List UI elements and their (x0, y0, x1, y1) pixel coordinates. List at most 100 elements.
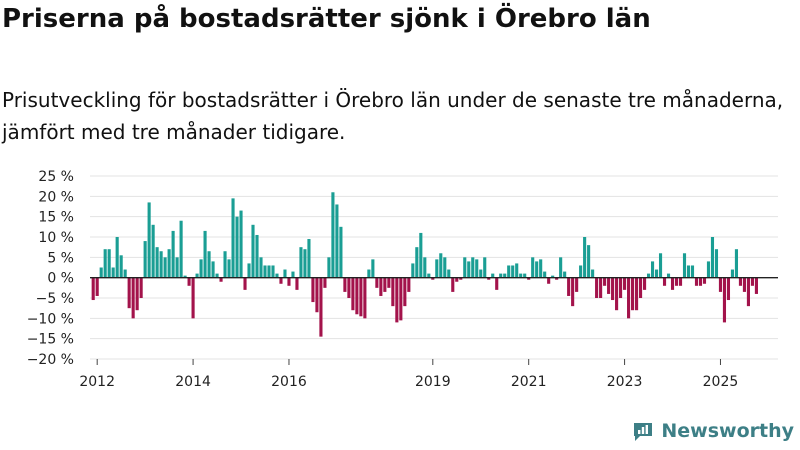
bar (183, 275, 187, 278)
bar (223, 251, 227, 278)
bar (195, 273, 199, 278)
y-tick-label: −15 % (27, 332, 74, 348)
bar (503, 273, 507, 278)
bar (207, 251, 211, 278)
bar (335, 204, 339, 278)
bar (639, 277, 643, 298)
bar (191, 277, 195, 319)
bar (459, 277, 463, 280)
bar (303, 249, 307, 278)
bar (355, 277, 359, 315)
bar (359, 277, 363, 317)
y-tick-label: 15 % (38, 210, 74, 226)
bar (738, 277, 743, 286)
bar (575, 277, 579, 292)
bar (327, 257, 331, 278)
bar (623, 277, 627, 290)
bar (227, 259, 231, 278)
bar (531, 257, 535, 278)
bar (299, 247, 303, 278)
bar (307, 239, 311, 278)
bar (247, 263, 251, 278)
bar (607, 277, 611, 294)
bar (455, 277, 459, 282)
bar (331, 192, 335, 278)
x-tick-label: 2012 (79, 374, 115, 390)
bar (347, 277, 351, 298)
bar (499, 273, 503, 278)
bar (431, 277, 435, 280)
bar (111, 267, 115, 278)
bar (718, 277, 723, 292)
bar (479, 269, 483, 278)
bar (363, 277, 367, 319)
bar (427, 273, 431, 278)
bar (387, 277, 391, 288)
bar (103, 249, 107, 278)
bar (203, 230, 207, 278)
bar (734, 249, 739, 278)
bar (151, 224, 155, 278)
bar (199, 259, 203, 278)
bar (702, 277, 707, 284)
bar (730, 269, 735, 278)
bar (367, 269, 371, 278)
bar (543, 271, 547, 278)
bar (678, 277, 683, 286)
bar (267, 265, 271, 278)
bar (631, 277, 635, 311)
bar (583, 237, 587, 278)
y-tick-label: 5 % (47, 250, 74, 266)
bar (339, 226, 343, 278)
bar (215, 273, 219, 278)
bar (515, 263, 519, 278)
y-tick-label: −10 % (27, 311, 74, 327)
bar (471, 257, 475, 278)
x-tick-label: 2016 (271, 374, 307, 390)
bar (343, 277, 347, 292)
x-tick-label: 2019 (415, 374, 451, 390)
bar (315, 277, 319, 313)
bar (171, 230, 175, 278)
bar (419, 232, 423, 278)
bar (511, 265, 515, 278)
bar (219, 277, 223, 282)
bar (439, 253, 443, 278)
bar (523, 273, 527, 278)
bar (435, 259, 439, 278)
bar (742, 277, 746, 292)
bar (467, 261, 471, 278)
bar (682, 253, 687, 278)
bar (175, 257, 179, 278)
bar (722, 277, 727, 323)
bar (123, 269, 127, 278)
bar (487, 277, 491, 280)
bar (547, 277, 551, 284)
bar (311, 277, 315, 303)
bar (167, 249, 171, 278)
bar (451, 277, 455, 292)
bar (391, 277, 395, 307)
bar (535, 261, 539, 278)
bar (559, 257, 563, 278)
bar (115, 237, 119, 278)
bar (135, 277, 139, 311)
bar (519, 273, 523, 278)
bar (443, 257, 447, 278)
bar (383, 277, 387, 292)
bar (147, 202, 151, 278)
bar (611, 277, 615, 301)
bar (551, 275, 555, 278)
y-tick-label: 10 % (38, 230, 74, 246)
brand-name: Newsworthy (661, 420, 794, 442)
bar (603, 277, 607, 286)
bar (754, 277, 758, 294)
bar (662, 277, 667, 286)
bar (283, 269, 287, 278)
bar (599, 277, 603, 298)
bar (279, 277, 283, 284)
bar (619, 277, 623, 298)
bar (271, 265, 275, 278)
x-tick-label: 2025 (703, 374, 739, 390)
bar (706, 261, 711, 278)
